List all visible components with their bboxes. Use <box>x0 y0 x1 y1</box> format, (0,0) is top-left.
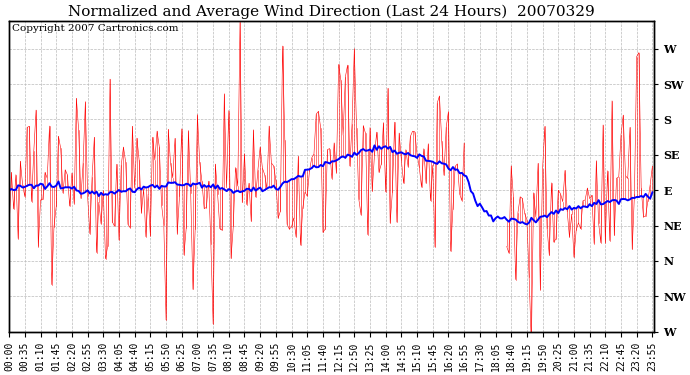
Text: Copyright 2007 Cartronics.com: Copyright 2007 Cartronics.com <box>12 24 179 33</box>
Title: Normalized and Average Wind Direction (Last 24 Hours)  20070329: Normalized and Average Wind Direction (L… <box>68 4 595 18</box>
